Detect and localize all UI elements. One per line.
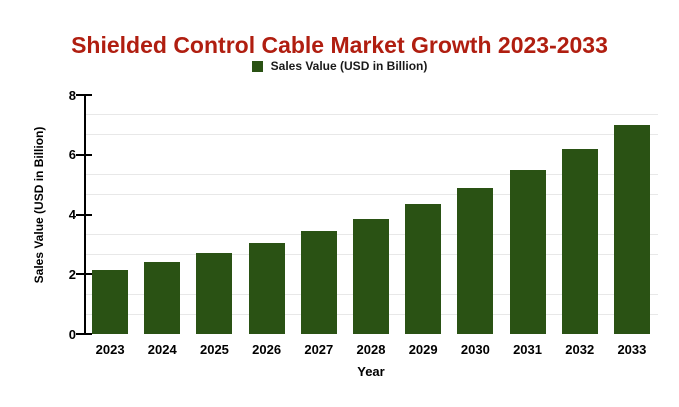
minor-gridline [84, 174, 658, 176]
bar-2030 [457, 187, 494, 334]
x-tick-label: 2029 [408, 342, 438, 357]
bar-2031 [509, 169, 546, 334]
y-tick-label: 0 [68, 326, 76, 342]
legend-swatch-icon [251, 60, 263, 72]
x-tick-label: 2032 [565, 342, 595, 357]
x-tick-label: 2030 [460, 342, 490, 357]
y-axis-tick [76, 273, 92, 276]
bar-2027 [300, 230, 337, 334]
y-axis-tick [76, 153, 92, 156]
x-tick-label: 2024 [147, 342, 177, 357]
bar-2025 [196, 253, 233, 334]
y-tick-label: 2 [68, 266, 76, 282]
x-tick-label: 2027 [304, 342, 334, 357]
x-tick-label: 2028 [356, 342, 386, 357]
bar-2032 [561, 148, 598, 334]
plot-area: 0 2 4 6 8 2023 2024 2025 2026 2027 2028 2029 2030 203… [69, 89, 658, 357]
bar-2024 [144, 262, 181, 334]
chart-title: Shielded Control Cable Market Growth 202… [71, 32, 608, 58]
minor-gridline [84, 134, 658, 136]
x-tick-label: 2026 [252, 342, 282, 357]
x-tick-label: 2033 [617, 342, 647, 357]
x-tick-label: 2031 [513, 342, 542, 357]
y-axis-tick [76, 94, 92, 96]
y-tick-label: 6 [68, 147, 76, 163]
bar-2029 [405, 204, 442, 334]
x-tick-label: 2023 [95, 342, 125, 357]
y-tick-label: 4 [68, 207, 76, 222]
legend-label: Sales Value (USD in Billion) [270, 59, 428, 73]
minor-gridline [84, 194, 658, 196]
y-axis-tick [76, 213, 92, 216]
bar-2028 [353, 218, 389, 334]
bar-2033 [613, 124, 650, 334]
x-axis-title: Year [357, 364, 385, 379]
y-axis-tick [76, 333, 92, 335]
x-tick-label: 2025 [199, 342, 229, 357]
bar-2026 [248, 242, 285, 334]
y-tick-label: 8 [68, 87, 76, 103]
bar-2023 [92, 269, 129, 334]
minor-gridline [84, 114, 658, 116]
legend: Sales Value (USD in Billion) [0, 59, 679, 73]
